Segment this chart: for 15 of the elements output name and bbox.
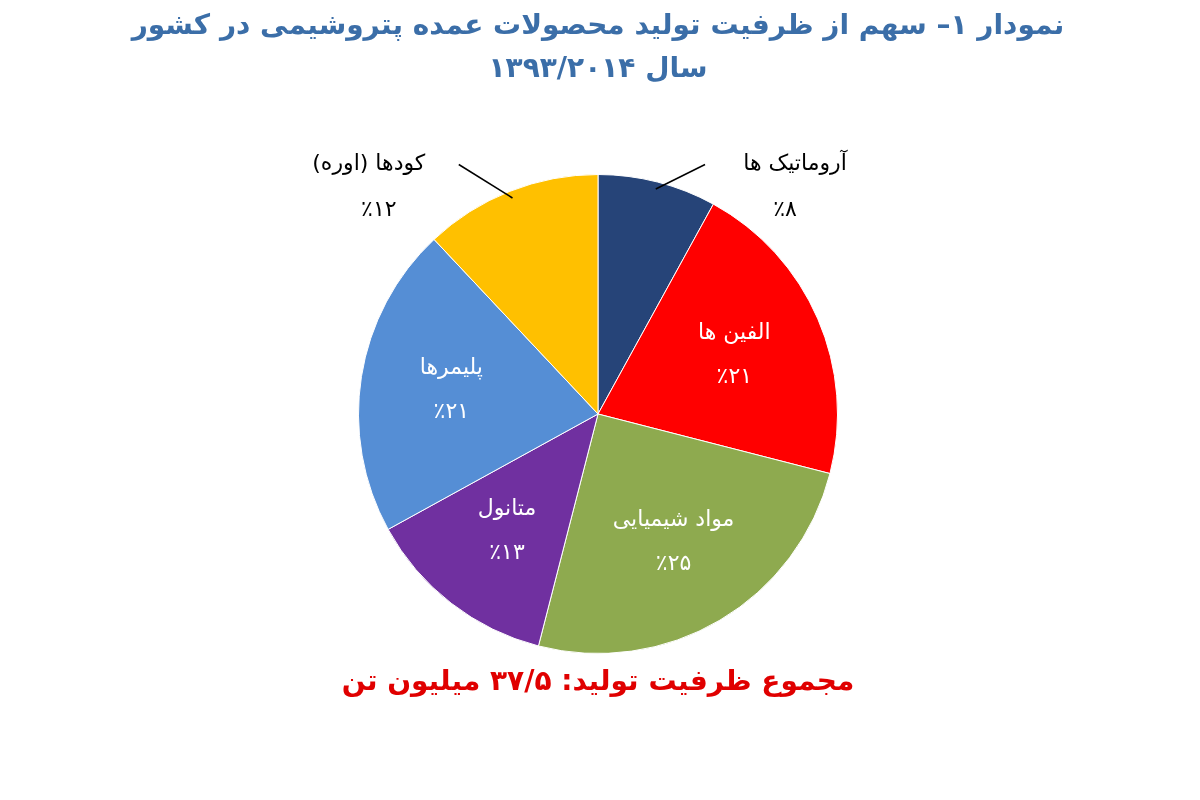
slice-label: مواد شیمیایی bbox=[612, 505, 735, 531]
data-label: ٪۲۵ bbox=[655, 549, 692, 575]
data-label: ٪۲۱ bbox=[433, 398, 470, 424]
slice-label: پلیمرها bbox=[419, 354, 483, 381]
chart-title: نمودار ۱– سهم از ظرفیت تولید محصولات عمده پتروشیمی در کشور bbox=[129, 8, 1066, 41]
data-label: ٪۱۳ bbox=[489, 539, 525, 565]
chart-subtitle: سال ۱۳۹۳/۲۰۱۴ bbox=[487, 51, 709, 84]
slice-label: متانول bbox=[477, 495, 537, 521]
data-label: ٪۱۲ bbox=[361, 196, 397, 222]
text: مجموع ظرفیت تولید: ۳۷/۵ میلیون تن bbox=[340, 664, 856, 697]
slice-label: کودها (اوره) bbox=[312, 150, 426, 176]
data-label: ٪۲۱ bbox=[716, 362, 752, 388]
data-label: ٪۸ bbox=[773, 196, 798, 222]
slice-label: الفین ها bbox=[697, 318, 771, 344]
slice-label: آروماتیک ها bbox=[743, 149, 848, 176]
